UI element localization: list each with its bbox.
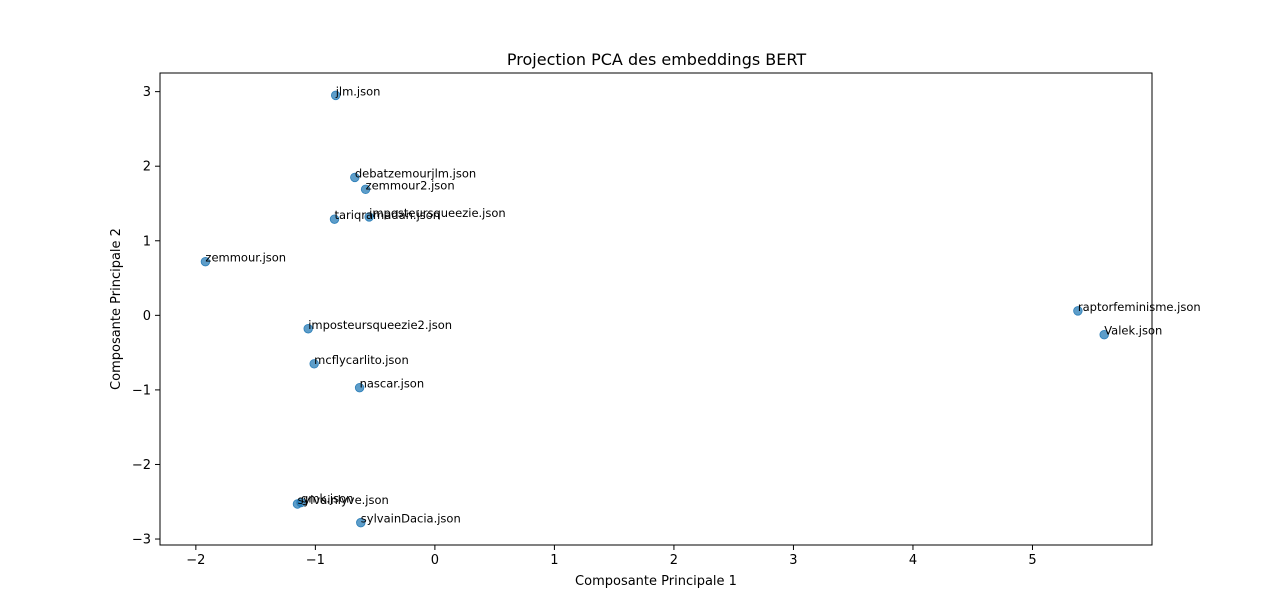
scatter-point [329, 214, 340, 224]
scatter-point [354, 382, 365, 393]
scatter-point [364, 212, 374, 222]
scatter-point [200, 256, 211, 267]
point-label: nascar.json [360, 377, 425, 391]
y-tick-label: −2 [132, 458, 151, 473]
y-tick-label: −1 [132, 383, 151, 398]
point-label: sylvainDacia.json [361, 512, 461, 526]
y-tick-label: −3 [132, 533, 151, 548]
point-label: zemmour2.json [366, 178, 455, 192]
point-label: gmk.json [301, 491, 353, 505]
y-tick-label: 1 [143, 234, 151, 249]
x-tick-label: 3 [789, 553, 797, 568]
axis-ticks: −2 −1 0 1 2 3 4 5 −3 −2 −1 0 1 2 3 [132, 85, 1037, 568]
scatter-point [1099, 330, 1109, 340]
scatter-point [360, 184, 371, 195]
x-tick-label: 0 [431, 553, 439, 568]
scatter-point [356, 517, 366, 528]
scatter-point [292, 499, 303, 509]
data-points [200, 90, 1109, 528]
point-label: tariqramadan.json [334, 208, 440, 222]
x-tick-label: 2 [670, 553, 678, 568]
point-label: zemmour.json [205, 251, 286, 265]
y-tick-label: 3 [143, 85, 151, 100]
scatter-point [309, 359, 319, 369]
x-tick-label: −1 [306, 553, 325, 568]
x-tick-label: 1 [550, 553, 558, 568]
plot-area [160, 73, 1152, 545]
chart-title: Projection PCA des embeddings BERT [507, 50, 806, 69]
point-label: raptorfeminisme.json [1078, 300, 1201, 314]
point-label: sylvainlyve.json [297, 493, 388, 507]
plot-frame [159, 72, 1153, 546]
x-tick-label: 4 [909, 553, 917, 568]
y-tick-label: 0 [143, 309, 151, 324]
point-label: debatzemourjlm.json [355, 166, 476, 180]
point-label: imposteursqueezie.json [369, 206, 506, 220]
y-axis-label: Composante Principale 2 [109, 228, 124, 390]
scatter-point [1073, 306, 1083, 316]
x-tick-label: 5 [1028, 553, 1036, 568]
x-axis-label: Composante Principale 1 [575, 574, 737, 589]
point-labels: jlm.json debatzemourjlm.jsonzemmour2.json… [205, 84, 1200, 525]
scatter-point [330, 90, 341, 101]
y-tick-label: 2 [143, 160, 151, 175]
scatter-point [350, 172, 360, 183]
point-label: Valek.json [1104, 324, 1162, 338]
point-label: mcflycarlito.json [314, 353, 409, 367]
point-label: jlm.json [335, 84, 381, 98]
x-tick-label: −2 [186, 553, 205, 568]
point-label: imposteursqueezie2.json [308, 318, 452, 332]
scatter-point [303, 324, 313, 334]
